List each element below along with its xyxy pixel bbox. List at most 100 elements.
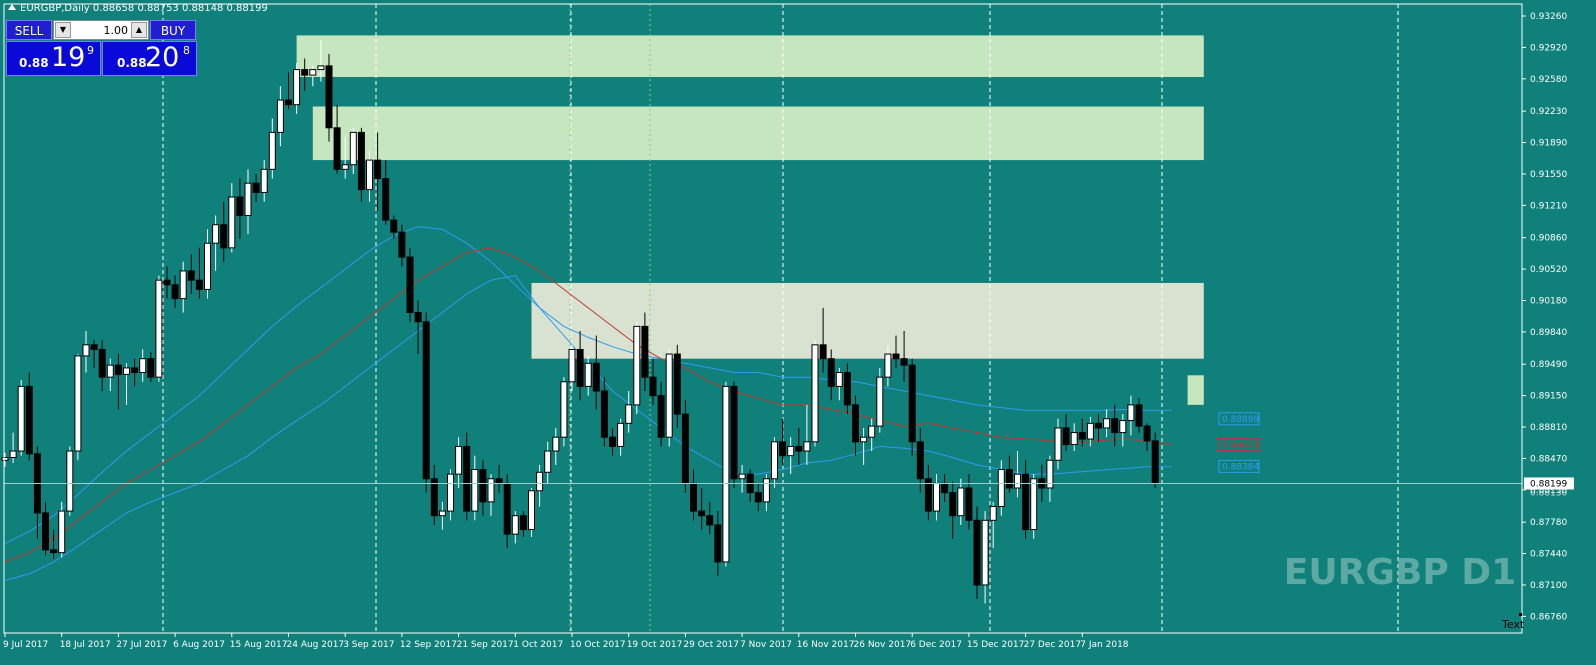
- price-tick-label-1: 0.92920: [1530, 43, 1567, 53]
- candle-body-101: [819, 344, 827, 360]
- candle-body-119: [965, 487, 973, 521]
- zone-rect-1: [312, 106, 1204, 161]
- ma-price-label-0: 0.88899: [1222, 415, 1259, 425]
- candle-body-117: [949, 492, 957, 517]
- candle-body-9: [74, 355, 82, 452]
- candle-body-59: [479, 469, 487, 503]
- candle-body-54: [438, 510, 446, 517]
- candle-body-28: [228, 196, 236, 249]
- ask-price-pips: 20: [145, 42, 180, 73]
- candle-body-51: [414, 311, 422, 323]
- date-label-0: 9 Jul 2017: [3, 640, 48, 650]
- candle-body-7: [58, 510, 66, 554]
- candle-body-31: [252, 182, 260, 193]
- lot-size-input[interactable]: [72, 22, 130, 38]
- lot-decrease-arrow-icon[interactable]: ▼: [55, 22, 71, 38]
- date-label-14: 16 Nov 2017: [797, 640, 855, 650]
- lot-size-control: ▼ ▲: [53, 20, 149, 40]
- candle-body-47: [382, 178, 390, 221]
- candle-body-107: [868, 425, 876, 438]
- candle-body-72: [584, 362, 592, 387]
- date-label-18: 27 Dec 2017: [1024, 640, 1082, 650]
- candle-body-57: [463, 445, 471, 512]
- price-tick-label-9: 0.90180: [1530, 296, 1567, 306]
- candle-body-24: [195, 279, 203, 290]
- candle-body-25: [204, 242, 211, 290]
- candle-body-42: [341, 164, 349, 170]
- date-label-11: 19 Oct 2017: [627, 640, 683, 650]
- candle-body-135: [1095, 422, 1102, 429]
- buy-button[interactable]: BUY: [150, 20, 196, 40]
- candle-body-62: [503, 482, 511, 535]
- candle-body-85: [690, 482, 697, 512]
- candle-body-73: [592, 362, 600, 392]
- price-tick-label-5: 0.91550: [1530, 170, 1567, 180]
- candle-body-40: [325, 65, 333, 129]
- zone-rect-0: [296, 35, 1204, 77]
- candle-body-29: [236, 196, 244, 217]
- chart-menu-triangle-icon[interactable]: [8, 4, 16, 10]
- date-label-1: 18 Jul 2017: [60, 640, 111, 650]
- date-label-13: 7 Nov 2017: [740, 640, 792, 650]
- candle-body-76: [617, 422, 625, 447]
- candle-body-115: [933, 482, 940, 512]
- ask-price-fraction: 8: [183, 44, 190, 57]
- candle-body-50: [406, 256, 414, 313]
- candle-body-64: [519, 515, 527, 531]
- candle-body-15: [123, 367, 130, 375]
- candle-body-14: [114, 364, 122, 375]
- candle-body-44: [357, 131, 365, 191]
- candle-body-126: [1022, 473, 1030, 531]
- candle-body-69: [560, 381, 568, 438]
- candle-body-55: [447, 473, 454, 512]
- candle-body-26: [212, 224, 220, 244]
- bid-price-box[interactable]: 0.88 19 9: [6, 41, 101, 76]
- ma-price-label-1: 0.88622: [1222, 440, 1259, 450]
- price-tick-label-3: 0.92230: [1530, 107, 1567, 117]
- candle-body-77: [625, 404, 633, 424]
- candle-body-21: [171, 284, 179, 300]
- candle-body-83: [673, 353, 681, 415]
- candle-body-60: [487, 478, 495, 503]
- ask-price-prefix: 0.88: [117, 56, 147, 70]
- candle-body-104: [843, 372, 851, 406]
- candle-body-23: [187, 270, 195, 281]
- candle-body-123: [997, 469, 1005, 507]
- candle-body-16: [131, 367, 139, 374]
- date-label-3: 6 Aug 2017: [173, 640, 225, 650]
- candle-body-53: [430, 478, 438, 517]
- symbol-title: EURGBP,Daily: [20, 3, 90, 14]
- candle-body-95: [771, 441, 778, 480]
- candle-body-93: [754, 492, 762, 503]
- candle-body-113: [916, 441, 924, 480]
- candle-body-90: [730, 385, 738, 480]
- candle-body-33: [268, 131, 276, 170]
- candle-body-75: [609, 436, 616, 447]
- zone-rect-3: [1187, 375, 1204, 405]
- date-label-17: 15 Dec 2017: [967, 640, 1025, 650]
- ask-price-box[interactable]: 0.88 20 8: [102, 41, 197, 76]
- candle-body-111: [900, 358, 908, 366]
- candle-body-88: [714, 524, 722, 563]
- candle-body-1: [9, 450, 17, 459]
- date-label-9: 1 Oct 2017: [513, 640, 563, 650]
- candle-body-125: [1014, 473, 1021, 489]
- lot-increase-arrow-icon[interactable]: ▲: [131, 22, 147, 38]
- candle-body-127: [1030, 478, 1038, 531]
- date-label-6: 3 Sep 2017: [343, 640, 394, 650]
- candle-body-97: [787, 445, 795, 457]
- candle-body-100: [811, 344, 819, 443]
- text-object-anchor[interactable]: [1519, 613, 1522, 616]
- candle-body-2: [17, 385, 25, 452]
- candle-body-35: [285, 99, 292, 106]
- candle-body-79: [641, 325, 649, 378]
- sell-button[interactable]: SELL: [6, 20, 52, 40]
- ma-price-label-2: 0.88384: [1222, 462, 1259, 472]
- candle-body-11: [90, 344, 98, 350]
- candle-body-142: [1151, 440, 1159, 484]
- candle-body-71: [576, 348, 584, 387]
- text-object-label[interactable]: Text: [1501, 618, 1525, 631]
- date-label-7: 12 Sep 2017: [400, 640, 457, 650]
- candle-body-102: [827, 358, 835, 387]
